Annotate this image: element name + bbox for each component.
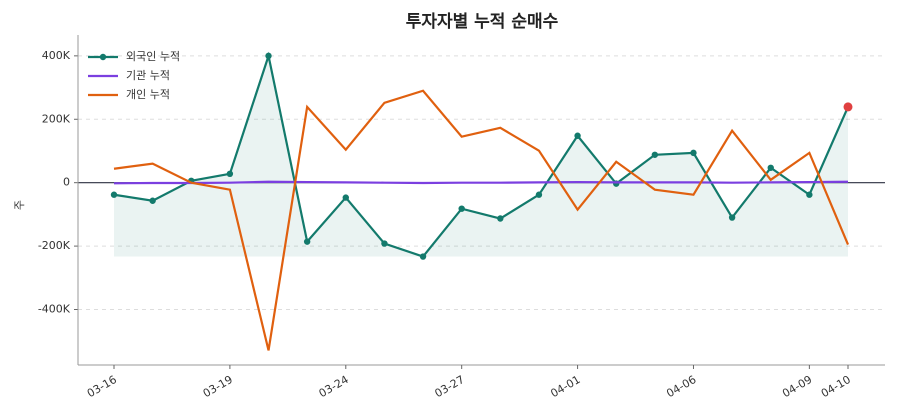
legend-label: 외국인 누적 — [126, 50, 180, 63]
data-point — [728, 214, 736, 221]
data-point — [265, 52, 272, 60]
data-point — [226, 170, 234, 178]
data-point — [342, 194, 349, 201]
chart-title: 투자자별 누적 순매수 — [406, 12, 559, 32]
x-tick-label: 04-01 — [548, 373, 582, 400]
legend-label: 개인 누적 — [126, 88, 170, 101]
x-tick-label: 04-06 — [664, 373, 698, 400]
y-tick-label: 400K — [42, 49, 71, 62]
y-tick-label: 200K — [42, 112, 71, 125]
data-point — [651, 151, 659, 158]
data-point — [767, 164, 774, 171]
data-point — [381, 240, 388, 247]
x-tick-label: 03-24 — [317, 373, 351, 400]
legend-label: 기관 누적 — [126, 69, 170, 82]
data-point — [497, 215, 504, 222]
y-axis-label: 주 — [13, 200, 26, 210]
y-tick-label: -200K — [38, 239, 71, 252]
series-line — [113, 89, 850, 351]
series-line — [113, 180, 849, 185]
data-point — [149, 197, 156, 204]
y-tick-label: 0 — [63, 176, 70, 189]
data-point — [303, 238, 311, 245]
area-fill — [114, 55, 848, 257]
data-point — [574, 132, 581, 139]
data-point — [110, 191, 118, 198]
highlight-point — [843, 102, 853, 112]
legend-marker — [99, 53, 107, 61]
data-point — [419, 253, 427, 260]
series-line — [113, 51, 850, 258]
x-tick-label: 04-10 — [819, 373, 853, 400]
data-point — [690, 149, 697, 157]
x-tick-label: 04-09 — [780, 373, 814, 400]
data-point — [535, 191, 543, 198]
data-point — [458, 205, 465, 212]
x-tick-label: 03-27 — [432, 373, 466, 400]
x-tick-label: 03-16 — [85, 373, 119, 400]
y-tick-label: -400K — [38, 303, 71, 316]
x-tick-label: 03-19 — [201, 373, 235, 400]
data-point — [806, 191, 813, 198]
